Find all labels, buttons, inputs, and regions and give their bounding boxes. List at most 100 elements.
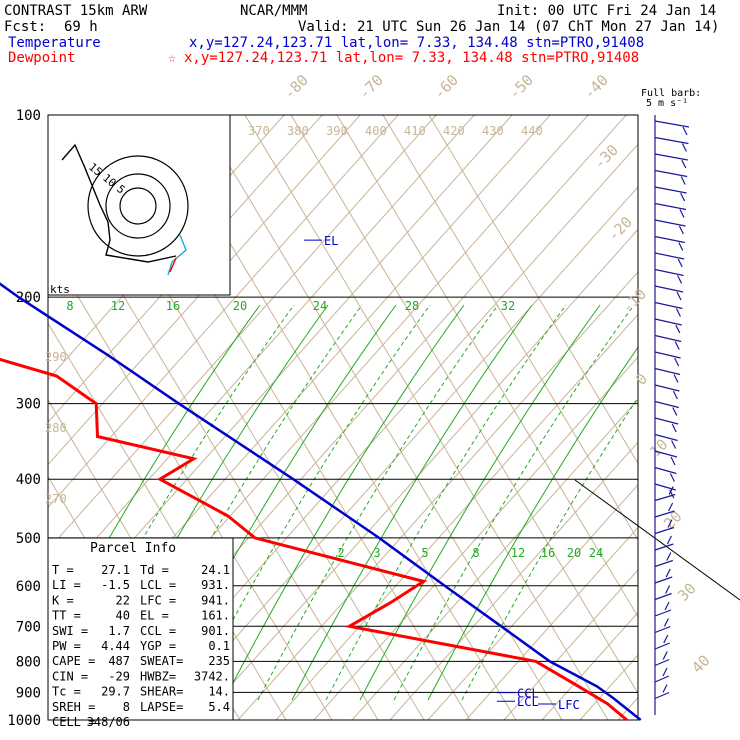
- mixing-ratio-label: 16: [166, 299, 180, 313]
- wind-barb-flag: [675, 324, 681, 334]
- wind-barb: [654, 202, 687, 211]
- wind-barb: [654, 493, 676, 502]
- mixing-ratio-line: [393, 304, 635, 701]
- mixing-ratio-label: 16: [541, 546, 555, 560]
- parcel-param-name: EL =: [140, 609, 169, 623]
- pressure-label: 900: [16, 685, 41, 701]
- hodograph-ring: [105, 173, 171, 239]
- wind-barb: [654, 334, 682, 343]
- wind-barb: [654, 219, 686, 227]
- dewpoint-line: [0, 357, 628, 722]
- parcel-param-value: 161.: [201, 609, 230, 623]
- mixing-ratio-line: [461, 396, 638, 701]
- dry-adiabat-line: [313, 356, 638, 720]
- mixing-ratio-label: 8: [472, 546, 479, 560]
- temperature-legend: Temperature: [8, 35, 101, 51]
- mixing-ratio-label: 32: [501, 299, 515, 313]
- wind-barb: [654, 318, 682, 326]
- mixing-ratio-line: [359, 304, 601, 701]
- mixing-ratio-line: [257, 304, 499, 701]
- wind-barb-flag: [681, 143, 687, 152]
- dry-adiabat-line: [48, 115, 437, 551]
- parcel-param-value: 235: [208, 654, 230, 668]
- isotherm-label: -20: [604, 213, 636, 245]
- isotherm-line: [244, 115, 609, 720]
- wind-barb-flag: [665, 585, 671, 594]
- dry-adiabat-line: [199, 228, 638, 720]
- dry-adiabat-line: [275, 313, 638, 720]
- wind-barb-flag: [672, 390, 678, 400]
- init-time: Init: 00 UTC Fri 24 Jan 14: [497, 3, 716, 19]
- parcel-param-value: 941.: [201, 593, 230, 607]
- mixing-ratio-label: 2: [337, 546, 344, 560]
- isotherm-label: -50: [505, 71, 537, 103]
- wind-barb-flag: [674, 357, 680, 367]
- wind-barb-flag: [662, 651, 668, 660]
- star-icon: ☆: [168, 51, 176, 66]
- wind-barb: [654, 252, 685, 260]
- parcel-param-value: 8: [123, 700, 130, 714]
- dry-adiabat-line: [237, 271, 638, 720]
- mixing-ratio-label: 24: [589, 546, 603, 560]
- wind-barb: [654, 367, 681, 376]
- isotherm-line: [290, 115, 638, 695]
- wind-barb: [654, 169, 688, 178]
- annotation-label: EL: [324, 234, 338, 248]
- parcel-param-name: LI =: [52, 578, 81, 592]
- mixing-ratio-label: 8: [66, 299, 73, 313]
- isotherm-label: 40: [688, 651, 714, 677]
- wind-barb: [654, 153, 688, 161]
- wind-barb: [654, 301, 683, 310]
- pressure-label: 1000: [7, 713, 41, 729]
- mixing-ratio-line: [427, 346, 638, 701]
- wind-barb-flag: [671, 440, 677, 449]
- wind-barb-flag: [668, 502, 674, 512]
- wind-barb: [654, 642, 671, 650]
- parcel-param-value: 14.: [208, 685, 230, 699]
- barb-unit: 5 m s⁻¹: [646, 98, 688, 109]
- dry-adiabat-line: [48, 115, 361, 466]
- parcel-param-name: TT =: [52, 609, 81, 623]
- mixing-ratio-label: 20: [567, 546, 581, 560]
- dry-adiabat-line: [465, 526, 638, 720]
- wind-barb-flag: [680, 176, 686, 185]
- dry-adiabat-line: [48, 115, 323, 423]
- valid-time: Valid: 21 UTC Sun 26 Jan 14 (07 ChT Mon …: [298, 19, 719, 35]
- parcel-param-value: 1.7: [108, 624, 130, 638]
- mixing-ratio-label: 12: [511, 546, 525, 560]
- dry-adiabat-line: [617, 696, 638, 720]
- isotherm-label: -80: [280, 71, 312, 103]
- parcel-param-value: 348/06: [87, 715, 130, 729]
- mixing-ratio-label: 20: [233, 299, 247, 313]
- dry-adiabat-line: [351, 398, 638, 720]
- parcel-param-name: SWEAT=: [140, 654, 183, 668]
- wind-barb-flag: [663, 634, 669, 644]
- theta-label: 270: [45, 492, 67, 506]
- dry-adiabat-line: [161, 186, 638, 720]
- wind-barb-flag: [668, 486, 674, 495]
- parcel-param-name: LCL =: [140, 578, 176, 592]
- pressure-label: 600: [16, 579, 41, 595]
- parcel-param-name: SREH =: [52, 700, 95, 714]
- parcel-param-value: 901.: [201, 624, 230, 638]
- theta-label: 420: [443, 124, 465, 138]
- annotation-label: LCL: [517, 695, 539, 709]
- parcel-param-value: 24.1: [201, 563, 230, 577]
- wind-barb: [654, 691, 670, 700]
- wind-barb-flag: [674, 341, 680, 350]
- wind-barb: [654, 466, 677, 475]
- pressure-label: 400: [16, 472, 41, 488]
- parcel-param-value: 931.: [201, 578, 230, 592]
- wind-barb-flag: [680, 192, 686, 202]
- wind-barb: [654, 400, 679, 409]
- parcel-param-name: T =: [52, 563, 74, 577]
- parcel-param-name: SWI =: [52, 624, 88, 638]
- mixing-ratio-label: 28: [405, 299, 419, 313]
- parcel-param-value: -1.5: [101, 578, 130, 592]
- wind-barb: [654, 120, 690, 128]
- parcel-param-value: 5.4: [208, 700, 230, 714]
- pressure-label: 200: [16, 290, 41, 306]
- wind-barb-flag: [672, 407, 678, 416]
- wind-barb-flag: [678, 242, 684, 251]
